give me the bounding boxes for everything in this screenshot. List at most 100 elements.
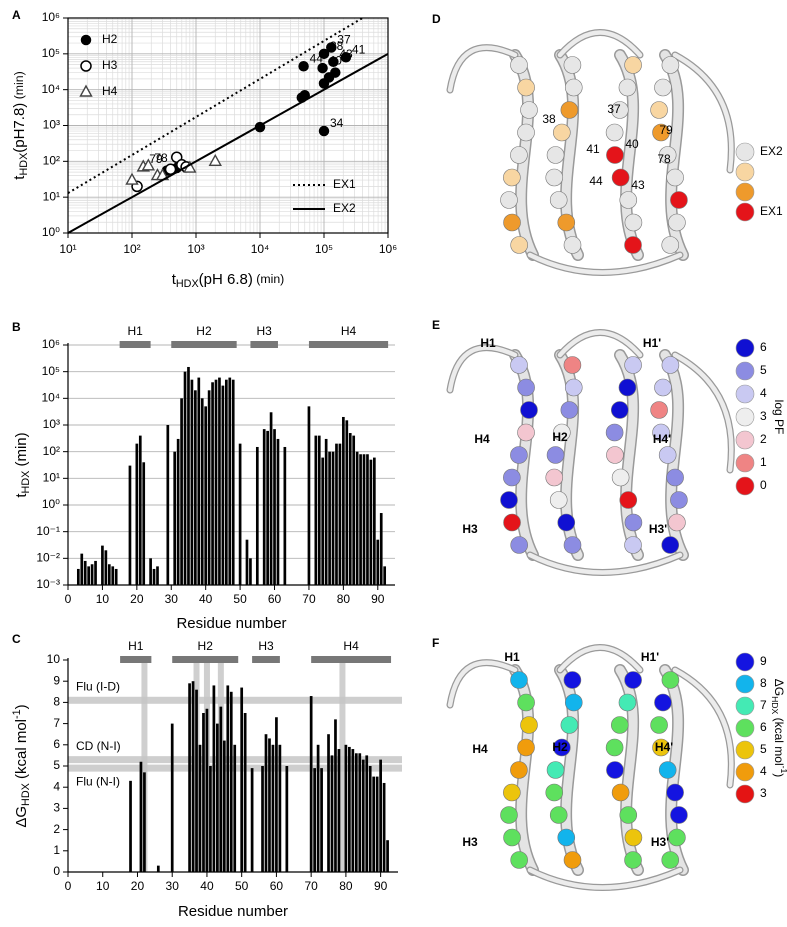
- label-part: Residue number: [176, 615, 286, 632]
- legend-label: 1: [760, 455, 767, 469]
- bar: [255, 446, 259, 585]
- bar: [379, 513, 383, 585]
- bar: [344, 744, 348, 872]
- residue-sphere: [560, 716, 579, 734]
- bar: [173, 451, 177, 585]
- label-part: Residue number: [178, 903, 288, 920]
- y-tick-label: 10⁰: [42, 497, 60, 511]
- reference-band: [68, 696, 402, 704]
- residue-sphere: [652, 738, 670, 757]
- panel-letter: A: [12, 8, 21, 22]
- bar: [222, 740, 226, 872]
- bar: [382, 782, 386, 872]
- residue-sphere: [549, 491, 568, 509]
- residue-sphere: [503, 513, 521, 532]
- residue-sphere: [520, 401, 538, 419]
- bar: [243, 713, 247, 872]
- residue-label: 44: [589, 174, 603, 188]
- residue-sphere: [611, 401, 629, 419]
- bar: [335, 443, 338, 585]
- residue-sphere: [661, 851, 680, 869]
- label-part: (pH 6.8): [199, 271, 253, 288]
- bar: [386, 840, 389, 872]
- helix-label: H4': [653, 432, 671, 446]
- residue-sphere: [503, 213, 521, 232]
- y-tick-label: 5: [53, 758, 60, 772]
- loop-tube: [447, 345, 518, 393]
- bar: [334, 719, 337, 872]
- bar: [111, 566, 115, 585]
- bar: [83, 560, 87, 585]
- residue-sphere: [560, 101, 579, 119]
- residue-label: 38: [542, 112, 556, 126]
- label-part: log PF: [772, 400, 786, 435]
- y-tick-label: 9: [53, 673, 60, 687]
- loop-tube: [527, 252, 683, 275]
- bar: [366, 454, 369, 585]
- residue-sphere: [510, 536, 528, 554]
- bar: [80, 553, 84, 585]
- residue-sphere: [619, 491, 638, 509]
- residue-sphere: [510, 761, 528, 779]
- legend-swatch: [735, 407, 755, 427]
- y-tick-label: 10⁻²: [36, 551, 60, 565]
- y-tick-label: 10⁴: [41, 82, 60, 96]
- residue-sphere: [611, 101, 629, 119]
- loop-tube: [527, 552, 683, 575]
- bar: [276, 438, 280, 585]
- x-tick-label: 30: [166, 879, 180, 893]
- x-tick-label: 70: [302, 592, 316, 606]
- label-part: (kcal mol: [772, 714, 786, 765]
- legend-swatch: [735, 674, 755, 694]
- bar: [307, 406, 311, 585]
- label-part: HDX: [18, 153, 30, 176]
- residue-sphere: [611, 716, 629, 734]
- bar: [156, 865, 160, 872]
- bar: [362, 454, 366, 585]
- helix-label: H4: [341, 324, 357, 338]
- y-tick-label: 0: [53, 864, 60, 878]
- label-part: ΔG: [13, 806, 30, 828]
- label-part: ): [13, 704, 30, 709]
- legend-label: H2: [102, 32, 118, 46]
- legend-label: 7: [760, 698, 767, 712]
- bar: [205, 708, 209, 872]
- label-part: t: [172, 271, 177, 288]
- loop-tube: [447, 660, 518, 708]
- point: [298, 61, 309, 72]
- helix-bar: [172, 656, 239, 663]
- bar: [94, 560, 97, 585]
- helix-bar: [308, 341, 389, 348]
- residue-sphere: [546, 146, 565, 164]
- x-tick-label: 40: [200, 879, 214, 893]
- point-label: 44: [310, 51, 324, 65]
- point: [340, 52, 352, 63]
- ref-line: [67, 52, 389, 234]
- residue-sphere: [500, 491, 518, 509]
- bar: [104, 550, 108, 585]
- bar: [129, 780, 132, 872]
- residue-sphere: [606, 146, 624, 164]
- x-tick-label: 10³: [187, 242, 204, 256]
- residue-sphere: [517, 693, 535, 712]
- point: [318, 48, 330, 60]
- y-tick-label: 10⁻¹: [36, 524, 60, 538]
- y-tick-label: 10²: [43, 154, 60, 168]
- bar: [309, 696, 313, 872]
- legend-swatch: [735, 430, 755, 450]
- bar: [249, 558, 252, 585]
- label-part: (pH7.8): [11, 103, 28, 153]
- residue-sphere: [564, 378, 583, 397]
- residue-sphere: [670, 191, 688, 209]
- legend-label: 6: [760, 720, 767, 734]
- residue-sphere: [652, 123, 670, 142]
- helix-label: H3: [462, 522, 478, 536]
- point-label: 34: [330, 116, 344, 130]
- legend-title: ΔGHDX (kcal mol-1): [770, 679, 787, 778]
- panel-letter: C: [12, 632, 21, 646]
- point: [141, 158, 156, 171]
- loop-tube: [557, 645, 643, 673]
- bar: [226, 685, 230, 872]
- bar: [359, 454, 362, 585]
- legend-marker: [79, 84, 93, 97]
